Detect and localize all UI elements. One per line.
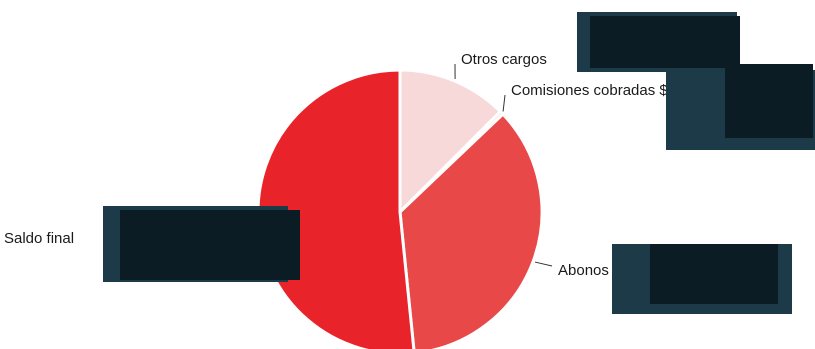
redaction-box <box>650 244 778 304</box>
leader-line-comisiones-cobradas <box>502 94 506 112</box>
slice-label-comisiones-cobradas: Comisiones cobradas $7 <box>511 82 676 99</box>
redaction-boxes <box>103 12 815 314</box>
pie-slice-otros-cargos <box>398 68 502 214</box>
slice-label-otros-cargos: Otros cargos <box>461 51 547 68</box>
slice-label-abonos: Abonos $7 <box>558 262 630 279</box>
pie-slices <box>256 68 544 349</box>
redaction-box <box>725 64 813 138</box>
leader-line-abonos <box>534 261 553 267</box>
slice-label-saldo-final: Saldo final <box>4 230 74 247</box>
redaction-box <box>590 16 740 68</box>
redaction-box <box>120 210 300 280</box>
pie-slice-abonos <box>398 112 544 349</box>
slice-labels: Otros cargos Comisiones cobradas $7 Abonos… <box>4 51 676 279</box>
